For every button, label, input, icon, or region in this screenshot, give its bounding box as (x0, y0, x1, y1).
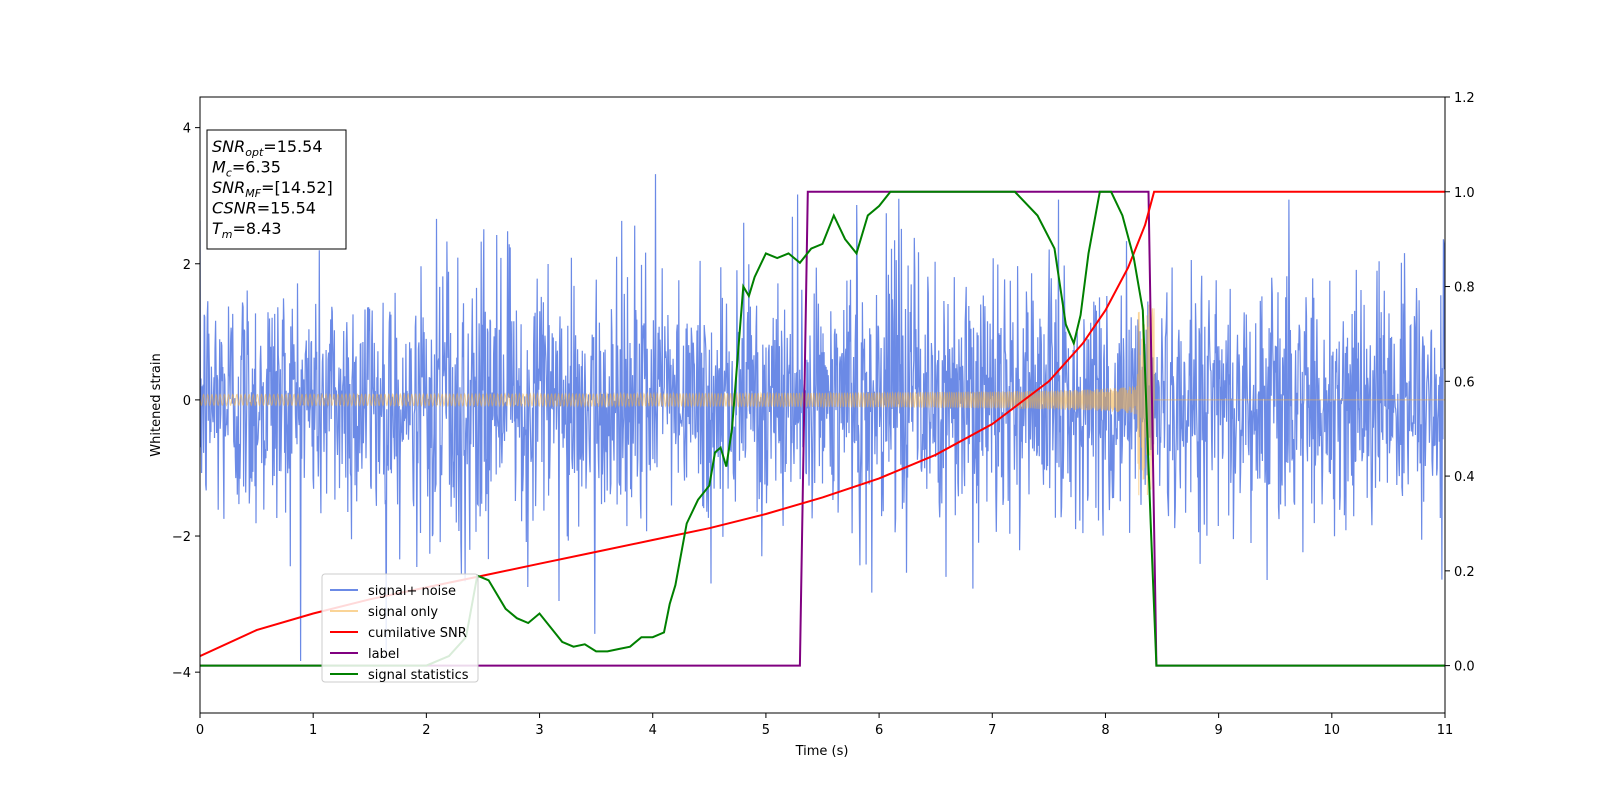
y-tick-label: −4 (172, 666, 191, 681)
annotation-line: SNRopt=15.54 (212, 137, 323, 159)
x-tick-label: 2 (422, 723, 430, 738)
y2-tick-label: 0.8 (1454, 281, 1475, 296)
x-tick-label: 10 (1324, 723, 1341, 738)
x-tick-label: 4 (649, 723, 657, 738)
series-signal-only-line (200, 304, 1445, 496)
series-signal-statistics-line (200, 190, 1445, 667)
legend-entry-label: signal+ noise (368, 584, 456, 599)
y2-tick-label: 0.4 (1454, 470, 1475, 485)
y2-tick-label: 0.2 (1454, 565, 1475, 580)
x-tick-label: 1 (309, 723, 317, 738)
annotation-line: CSNR=15.54 (212, 199, 316, 218)
y2-tick-label: 0.0 (1454, 660, 1475, 675)
y-tick-label: 4 (183, 122, 191, 137)
x-tick-label: 11 (1437, 723, 1454, 738)
legend: signal+ noise signal only cumilative SNR la… (321, 573, 479, 683)
legend-entry-label: signal only (368, 605, 438, 620)
legend-entry-label: signal statistics (368, 668, 469, 683)
series-signal-plus-noise-line (200, 174, 1445, 662)
y2-tick-label: 1.2 (1454, 91, 1475, 106)
legend-entry-label: cumilative SNR (368, 626, 467, 641)
x-tick-label: 7 (988, 723, 996, 738)
x-tick-label: 8 (1101, 723, 1109, 738)
x-tick-label: 3 (535, 723, 543, 738)
x-axis: 0 1 2 3 4 5 6 7 8 9 10 11 (196, 713, 1453, 738)
y-axis-right: 0.0 0.2 0.4 0.6 0.8 1.0 1.2 (1445, 91, 1475, 675)
y-tick-label: 2 (183, 258, 191, 273)
x-tick-label: 0 (196, 723, 204, 738)
y-axis-left: −4 −2 0 2 4 (172, 122, 200, 681)
annotation-line: SNRMF=[14.52] (212, 178, 333, 200)
annotation-box: SNRopt=15.54Mc=6.35SNRMF=[14.52]CSNR=15.… (206, 129, 347, 250)
legend-entry-label: label (368, 647, 399, 662)
y2-tick-label: 1.0 (1454, 186, 1475, 201)
annotation-line: Tm=8.43 (212, 219, 282, 241)
x-tick-label: 6 (875, 723, 883, 738)
annotation-line: Mc=6.35 (212, 158, 281, 180)
y-axis-label: Whitened strain (149, 353, 164, 456)
y-tick-label: −2 (172, 530, 191, 545)
y-tick-label: 0 (183, 394, 191, 409)
y2-tick-label: 0.6 (1454, 375, 1475, 390)
x-tick-label: 9 (1214, 723, 1222, 738)
x-axis-label: Time (s) (795, 744, 849, 759)
x-tick-label: 5 (762, 723, 770, 738)
plot-frame (199, 96, 1446, 714)
